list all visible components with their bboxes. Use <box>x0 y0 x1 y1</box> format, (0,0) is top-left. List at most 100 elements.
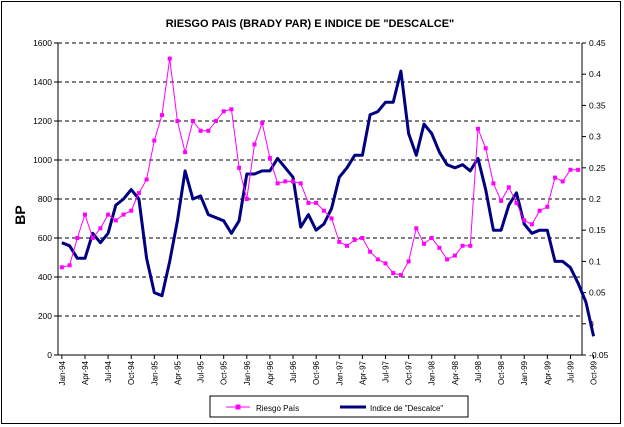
series-riesgo-point <box>568 167 573 172</box>
series-riesgo-point <box>460 243 465 248</box>
series-riesgo-point <box>90 236 95 240</box>
series-riesgo-point <box>491 181 496 186</box>
series-riesgo-point <box>206 128 211 133</box>
series-riesgo-point <box>237 165 242 170</box>
x-tick-label: Oct-99 <box>590 360 599 385</box>
series-riesgo-point <box>437 245 442 250</box>
series-riesgo-point <box>221 109 226 114</box>
series-riesgo-point <box>522 218 527 223</box>
x-tick-label: Apr-98 <box>451 360 460 385</box>
series-riesgo-point <box>160 113 164 118</box>
x-axis-ticks: Jan-94 Apr-94 Jul-94 Oct-94 Jan-95 Apr-95 Jul-… <box>58 355 599 385</box>
series-riesgo-point <box>190 119 195 123</box>
x-tick-label: Jul-98 <box>474 360 483 382</box>
series-riesgo-point <box>314 200 319 205</box>
series-riesgo-point <box>506 185 511 190</box>
series-riesgo-point <box>391 271 396 276</box>
series-riesgo-point <box>144 177 149 182</box>
series-riesgo-point <box>422 241 426 246</box>
series-riesgo-point <box>75 236 80 240</box>
series-riesgo-point <box>152 138 157 143</box>
left-tick-label: 800 <box>38 194 52 204</box>
series-riesgo-point <box>529 222 534 227</box>
left-tick-label: 0 <box>47 350 52 360</box>
legend-label-riesgo: Riesgo País <box>256 404 299 413</box>
series-riesgo-point <box>229 107 234 112</box>
x-tick-label: Jul-97 <box>382 360 391 382</box>
legend-label-descalce: Indice de "Descalce" <box>370 404 443 413</box>
x-tick-label: Jan-95 <box>150 360 159 385</box>
series-riesgo-point <box>445 257 450 262</box>
series-riesgo-point <box>468 243 473 248</box>
right-tick-label: 0.1 <box>589 256 601 266</box>
series-riesgo-point <box>414 226 419 231</box>
chart-title: RIESGO PAIS (BRADY PAR) E INDICE DE "DES… <box>166 18 455 30</box>
series-riesgo-point <box>291 179 295 184</box>
right-tick-label: 0.25 <box>589 163 606 173</box>
left-tick-label: 1000 <box>33 155 52 165</box>
x-tick-label: Jul-99 <box>566 360 575 382</box>
series-riesgo-point <box>429 236 434 240</box>
right-tick-label: 0.05 <box>589 288 606 298</box>
series-riesgo-point <box>398 273 403 278</box>
gridlines <box>58 42 582 317</box>
series-riesgo-point <box>106 212 111 217</box>
right-tick-label: 0.3 <box>589 132 601 142</box>
series-riesgo-point <box>252 142 257 147</box>
x-tick-label: Apr-97 <box>358 360 367 385</box>
x-tick-label: Oct-95 <box>220 360 229 385</box>
x-tick-label: Apr-95 <box>173 360 182 385</box>
series-riesgo-point <box>298 181 303 186</box>
right-tick-label: -0.05 <box>589 350 609 360</box>
series-riesgo-point <box>576 167 581 172</box>
series-riesgo-point <box>121 212 126 217</box>
legend-box <box>209 395 469 418</box>
right-tick-label: 0.15 <box>589 225 606 235</box>
series-riesgo-point <box>59 265 64 270</box>
series-riesgo-point <box>537 208 542 213</box>
right-tick-label: 0.4 <box>589 69 601 79</box>
left-tick-label: 1600 <box>33 38 52 48</box>
x-tick-label: Jan-96 <box>243 360 252 385</box>
series-descalce-line <box>61 69 596 337</box>
series-riesgo-point <box>198 128 203 133</box>
series-riesgo-point <box>514 200 519 205</box>
series-riesgo-point <box>167 56 172 61</box>
right-tick-label: 0.2 <box>589 194 601 204</box>
series-riesgo-point <box>67 263 72 268</box>
legend-marker-riesgo <box>235 404 241 410</box>
series-riesgo-point <box>545 204 550 209</box>
series-riesgo-point <box>98 226 103 231</box>
left-tick-label: 200 <box>38 311 52 321</box>
series-riesgo-line <box>61 58 579 276</box>
series-riesgo-point <box>483 146 488 151</box>
legend: Riesgo País Indice de "Descalce" <box>209 395 469 418</box>
left-tick-label: 1200 <box>33 116 52 126</box>
series-riesgo-point <box>175 119 180 123</box>
left-tick-label: 400 <box>38 272 52 282</box>
x-tick-label: Apr-96 <box>266 360 275 385</box>
x-tick-label: Jan-99 <box>520 360 529 385</box>
x-tick-label: Oct-94 <box>127 360 136 385</box>
series-riesgo-point <box>283 179 288 184</box>
series-riesgo-point <box>352 237 357 242</box>
series-riesgo-point <box>260 120 265 125</box>
series-riesgo-point <box>329 216 334 221</box>
x-tick-label: Jul-94 <box>104 360 113 382</box>
x-tick-label: Jul-96 <box>289 360 298 382</box>
x-tick-label: Jan-98 <box>428 360 437 385</box>
series-riesgo-point <box>129 208 134 213</box>
series-riesgo-point <box>275 181 280 186</box>
series-riesgo-point <box>337 239 342 244</box>
x-tick-label: Oct-96 <box>312 360 321 385</box>
series-riesgo-point <box>360 236 365 240</box>
series-riesgo-point <box>553 175 557 180</box>
series-riesgo-point <box>560 179 565 184</box>
series-riesgo-point <box>383 261 388 266</box>
series-riesgo-point <box>183 150 188 155</box>
series-riesgo-point <box>375 257 380 262</box>
series-riesgo-point <box>267 156 272 161</box>
series-riesgo-point <box>306 200 311 205</box>
